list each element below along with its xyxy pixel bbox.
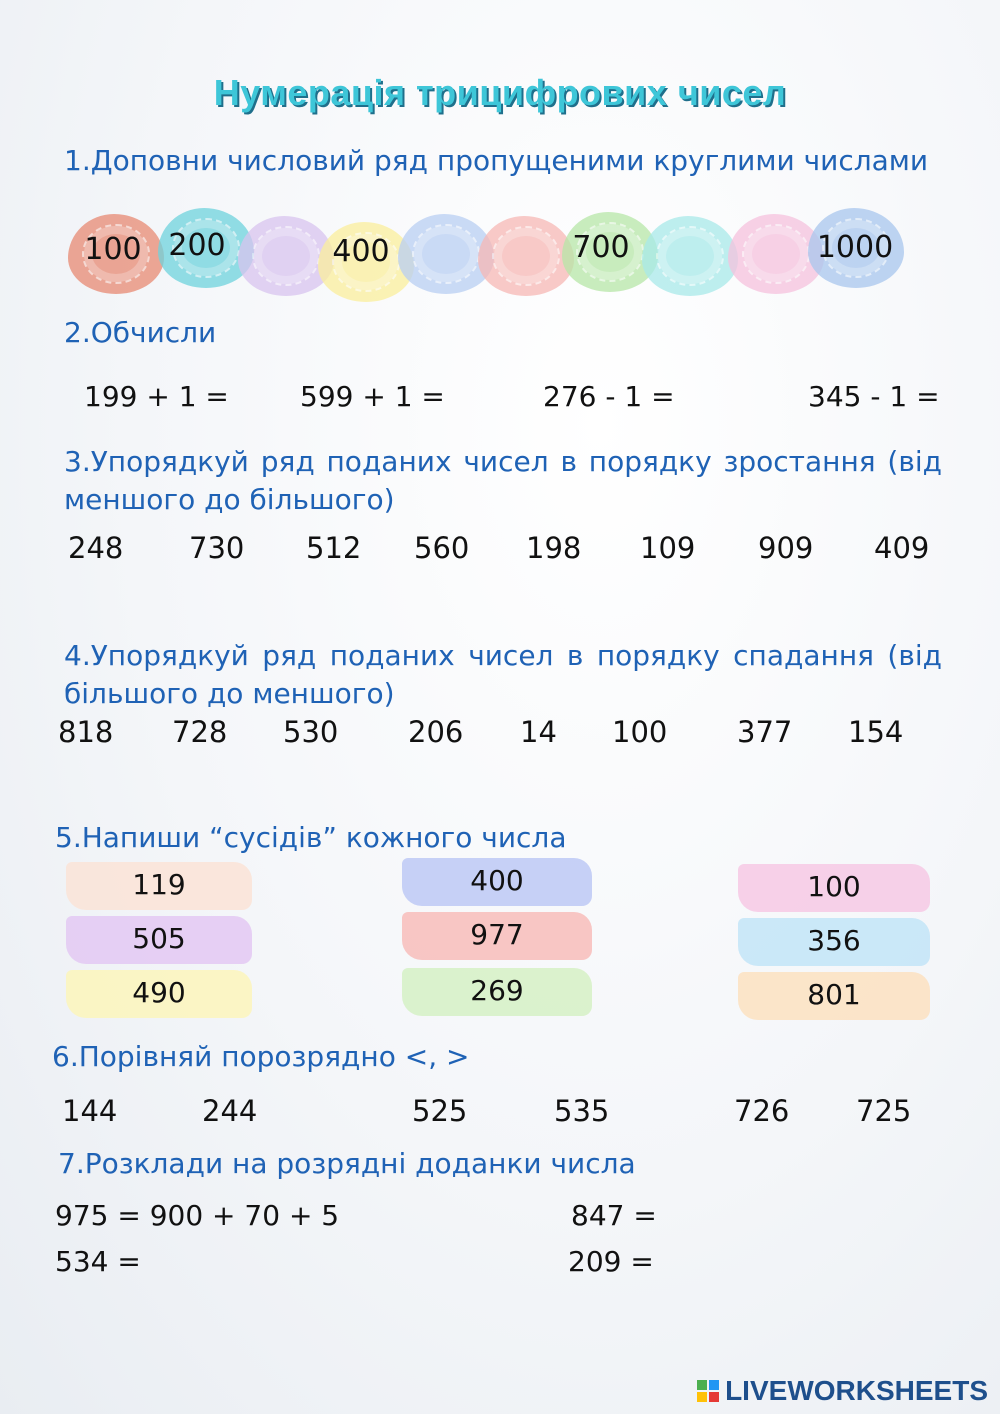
task6-number: 725 [856, 1094, 912, 1128]
task6-number: 244 [202, 1094, 258, 1128]
brush-stroke [66, 970, 252, 1018]
brush-stroke [402, 968, 592, 1016]
fingerprint-icon [478, 216, 574, 296]
task4-heading: 4.Упорядкуй ряд поданих чисел в порядку … [64, 639, 942, 710]
neighbor-number: 100 [807, 870, 861, 903]
logo-text: LIVEWORKSHEETS [725, 1375, 988, 1406]
fingerprint-icon [808, 208, 904, 288]
brush-stroke [66, 862, 252, 910]
task2-expression: 199 + 1 = [84, 380, 229, 413]
fingerprint-number: 200 [168, 228, 226, 263]
fingerprint-number: 700 [572, 230, 630, 265]
task2-expression: 599 + 1 = [300, 380, 445, 413]
task4-number: 100 [612, 715, 668, 749]
neighbor-number: 119 [132, 868, 186, 901]
logo-mark-icon [697, 1380, 720, 1402]
task2-heading: 2.Обчисли [64, 316, 217, 349]
task4-number: 154 [848, 715, 904, 749]
neighbor-number: 400 [470, 864, 524, 897]
task6-number: 535 [554, 1094, 610, 1128]
task7-expansion: 534 = [55, 1245, 141, 1278]
task6-number: 726 [734, 1094, 790, 1128]
task4-number: 530 [283, 715, 339, 749]
task2-expression: 345 - 1 = [808, 380, 940, 413]
task2-expression: 276 - 1 = [543, 380, 675, 413]
neighbor-number: 977 [470, 918, 524, 951]
task3-number: 730 [189, 531, 245, 565]
fingerprint-icon [158, 208, 254, 288]
neighbor-number: 801 [807, 978, 861, 1011]
task7-expansion: 209 = [568, 1245, 654, 1278]
task5-heading: 5.Напиши “сусідів” кожного числа [55, 821, 567, 854]
task7-expansion: 847 = [571, 1199, 657, 1232]
liveworksheets-logo: LIVEWORKSHEETS [697, 1375, 988, 1407]
task1-heading: 1.Доповни числовий ряд пропущеними кругл… [64, 144, 929, 177]
brush-stroke [402, 912, 592, 960]
brush-stroke [402, 858, 592, 906]
task4-number: 206 [408, 715, 464, 749]
task3-number: 409 [874, 531, 930, 565]
task3-heading: 3.Упорядкуй ряд поданих чисел в порядку … [64, 445, 942, 516]
task4-number: 728 [172, 715, 228, 749]
task6-heading: 6.Порівняй порозрядно <, > [52, 1040, 470, 1073]
worksheet-title: Нумерація трицифрових чисел [213, 72, 787, 113]
fingerprint-number: 400 [332, 234, 390, 269]
task3-number: 109 [640, 531, 696, 565]
task3-number: 512 [306, 531, 362, 565]
brush-stroke [738, 864, 930, 912]
task3-number: 248 [68, 531, 124, 565]
task7-expansion: 975 = 900 + 70 + 5 [55, 1199, 340, 1232]
brush-stroke [66, 916, 252, 964]
neighbor-number: 490 [132, 976, 186, 1009]
brush-stroke [738, 918, 930, 966]
task4-number: 377 [737, 715, 793, 749]
task3-number: 909 [758, 531, 814, 565]
neighbor-number: 269 [470, 974, 524, 1007]
fingerprint-number: 100 [84, 232, 142, 267]
neighbor-number: 505 [132, 922, 186, 955]
brush-stroke [738, 972, 930, 1020]
task3-number: 198 [526, 531, 582, 565]
task6-number: 525 [412, 1094, 468, 1128]
fingerprint-icon [68, 214, 164, 294]
fingerprint-number: 1000 [816, 230, 894, 265]
fingerprint-icon [642, 216, 738, 296]
task7-heading: 7.Розклади на розрядні доданки числа [58, 1147, 636, 1180]
neighbor-number: 356 [807, 924, 861, 957]
task4-number: 14 [520, 715, 557, 749]
task3-number: 560 [414, 531, 470, 565]
task4-number: 818 [58, 715, 114, 749]
task6-number: 144 [62, 1094, 118, 1128]
